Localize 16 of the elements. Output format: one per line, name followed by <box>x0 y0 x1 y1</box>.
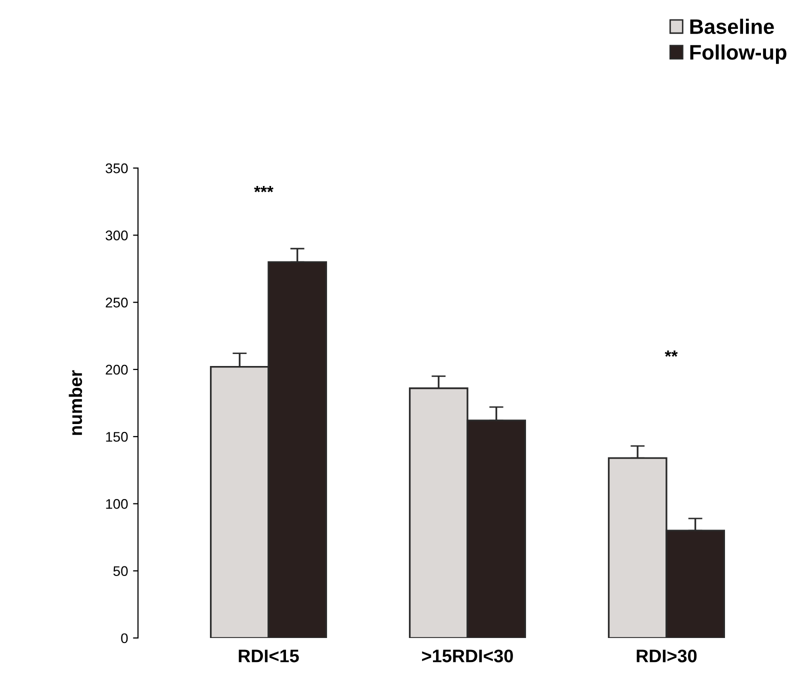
x-tick-label: >15RDI<30 <box>422 650 513 662</box>
y-tick-label: 350 <box>106 163 128 174</box>
legend-label: Baseline <box>690 18 774 34</box>
annotation: *** <box>254 186 274 192</box>
x-tick-label: RDI>30 <box>636 650 697 662</box>
annotation: ** <box>664 350 678 357</box>
y-tick-label: 0 <box>121 633 128 644</box>
y-tick-label: 200 <box>106 364 128 375</box>
y-tick-label: 300 <box>106 230 128 240</box>
y-axis-title: number <box>68 370 82 435</box>
y-tick-label: 250 <box>106 298 128 308</box>
y-tick-label: 150 <box>106 432 128 442</box>
y-tick-label: 50 <box>113 566 128 576</box>
y-tick-label: 100 <box>106 499 128 509</box>
x-tick-label: RDI<15 <box>238 650 299 662</box>
legend-label: Follow-up <box>690 44 786 64</box>
